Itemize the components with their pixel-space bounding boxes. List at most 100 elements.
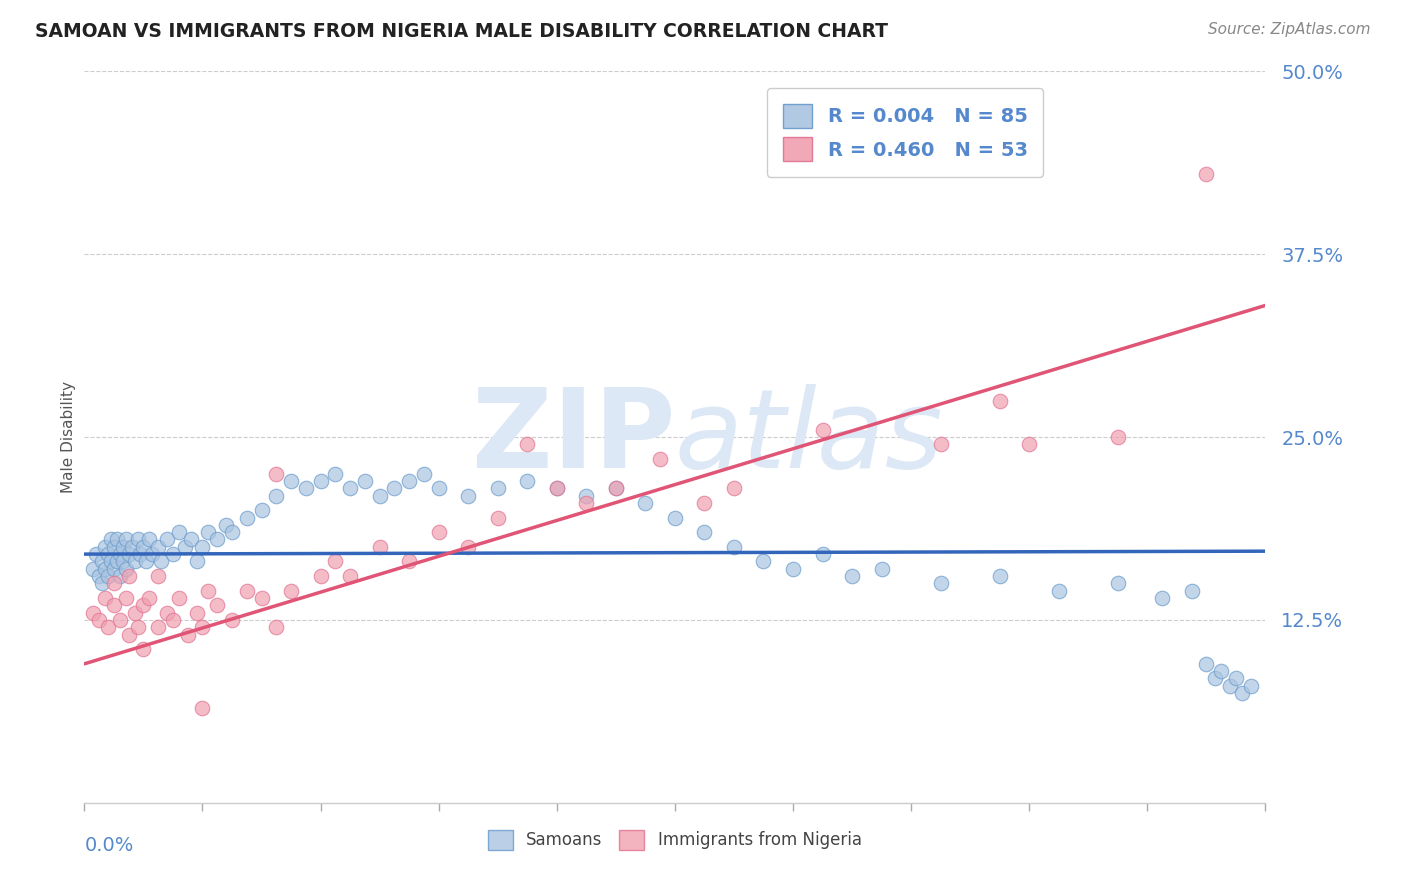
Point bbox=[309, 569, 332, 583]
Point bbox=[1150, 591, 1173, 605]
Point bbox=[129, 547, 152, 561]
Point bbox=[811, 547, 834, 561]
Point bbox=[197, 583, 219, 598]
Point bbox=[207, 533, 229, 547]
Point bbox=[1195, 657, 1218, 671]
Point bbox=[91, 576, 114, 591]
Point bbox=[82, 606, 104, 620]
Point bbox=[575, 489, 598, 503]
Point bbox=[103, 599, 125, 613]
Point bbox=[141, 547, 163, 561]
Point bbox=[650, 452, 672, 467]
Point bbox=[486, 481, 509, 495]
Point bbox=[634, 496, 657, 510]
Point bbox=[325, 467, 347, 481]
Text: Source: ZipAtlas.com: Source: ZipAtlas.com bbox=[1208, 22, 1371, 37]
Point bbox=[266, 489, 288, 503]
Point bbox=[148, 569, 170, 583]
Point bbox=[111, 554, 134, 568]
Point bbox=[87, 613, 111, 627]
Point bbox=[84, 547, 107, 561]
Point bbox=[486, 510, 509, 524]
Text: 0.0%: 0.0% bbox=[84, 836, 134, 855]
Point bbox=[173, 540, 195, 554]
Point bbox=[546, 481, 568, 495]
Point bbox=[124, 606, 146, 620]
Point bbox=[413, 467, 436, 481]
Point bbox=[111, 540, 134, 554]
Point bbox=[236, 510, 259, 524]
Point bbox=[148, 620, 170, 634]
Point bbox=[138, 533, 160, 547]
Point bbox=[398, 554, 420, 568]
Point bbox=[100, 554, 122, 568]
Point bbox=[1204, 672, 1226, 686]
Point bbox=[339, 569, 361, 583]
Point bbox=[91, 554, 114, 568]
Point bbox=[215, 517, 238, 532]
Point bbox=[398, 474, 420, 488]
Point bbox=[103, 576, 125, 591]
Point bbox=[325, 554, 347, 568]
Point bbox=[94, 562, 117, 576]
Point bbox=[103, 562, 125, 576]
Point bbox=[1107, 430, 1129, 444]
Point bbox=[1219, 679, 1241, 693]
Point bbox=[118, 627, 141, 641]
Point bbox=[457, 489, 479, 503]
Point bbox=[427, 525, 450, 540]
Point bbox=[114, 591, 136, 605]
Point bbox=[250, 503, 273, 517]
Point bbox=[135, 554, 157, 568]
Point bbox=[1240, 679, 1263, 693]
Point bbox=[162, 547, 184, 561]
Point bbox=[167, 525, 190, 540]
Point bbox=[127, 533, 149, 547]
Point bbox=[132, 540, 155, 554]
Point bbox=[97, 569, 120, 583]
Point bbox=[82, 562, 104, 576]
Point bbox=[103, 540, 125, 554]
Point bbox=[105, 533, 128, 547]
Point bbox=[167, 591, 190, 605]
Point bbox=[191, 700, 214, 714]
Point bbox=[1230, 686, 1253, 700]
Point bbox=[105, 554, 128, 568]
Point bbox=[605, 481, 627, 495]
Point bbox=[108, 569, 131, 583]
Point bbox=[156, 606, 179, 620]
Text: SAMOAN VS IMMIGRANTS FROM NIGERIA MALE DISABILITY CORRELATION CHART: SAMOAN VS IMMIGRANTS FROM NIGERIA MALE D… bbox=[35, 22, 889, 41]
Point bbox=[87, 569, 111, 583]
Point bbox=[197, 525, 219, 540]
Point bbox=[177, 627, 200, 641]
Point bbox=[693, 496, 716, 510]
Point bbox=[516, 474, 538, 488]
Text: ZIP: ZIP bbox=[471, 384, 675, 491]
Point bbox=[280, 583, 302, 598]
Point bbox=[191, 620, 214, 634]
Point bbox=[870, 562, 893, 576]
Point bbox=[929, 437, 952, 451]
Text: atlas: atlas bbox=[675, 384, 943, 491]
Point bbox=[575, 496, 598, 510]
Point bbox=[162, 613, 184, 627]
Point bbox=[266, 467, 288, 481]
Y-axis label: Male Disability: Male Disability bbox=[60, 381, 76, 493]
Point bbox=[368, 489, 391, 503]
Point bbox=[457, 540, 479, 554]
Point bbox=[309, 474, 332, 488]
Point bbox=[221, 525, 243, 540]
Point bbox=[97, 620, 120, 634]
Point bbox=[354, 474, 377, 488]
Point bbox=[1225, 672, 1247, 686]
Point bbox=[191, 540, 214, 554]
Point bbox=[782, 562, 804, 576]
Point bbox=[723, 481, 745, 495]
Point bbox=[280, 474, 302, 488]
Point bbox=[207, 599, 229, 613]
Point bbox=[546, 481, 568, 495]
Point bbox=[94, 591, 117, 605]
Point bbox=[368, 540, 391, 554]
Point bbox=[988, 393, 1011, 408]
Point bbox=[221, 613, 243, 627]
